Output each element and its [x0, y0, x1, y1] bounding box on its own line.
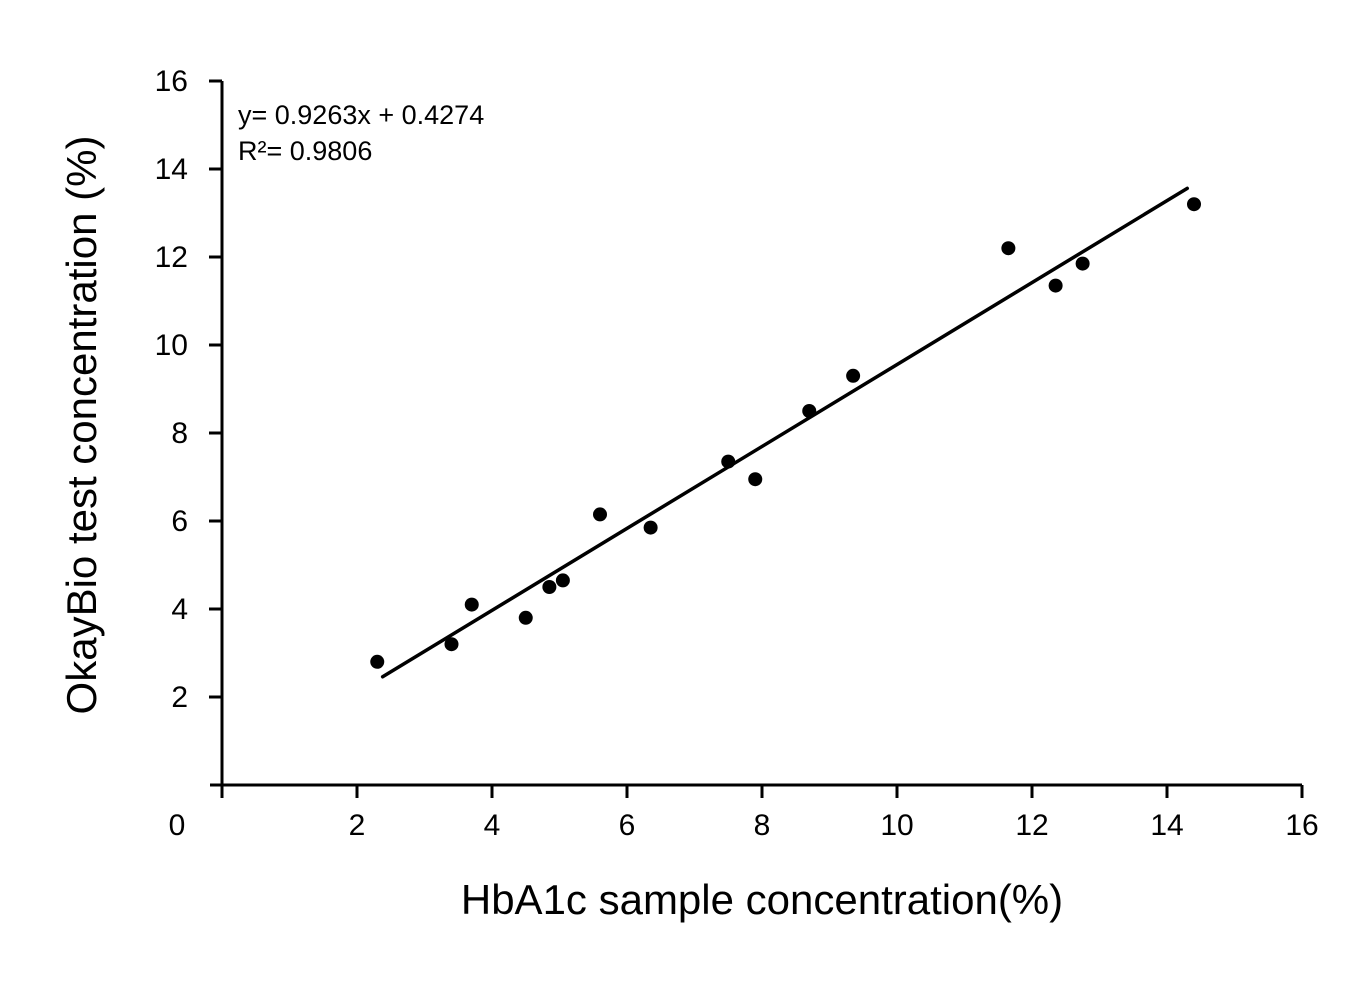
- y-tick-label: 10: [155, 329, 188, 362]
- x-tick-label: 14: [1150, 809, 1183, 842]
- x-tick-label: 6: [619, 809, 636, 842]
- y-tick-label: 8: [171, 417, 188, 450]
- y-tick-label: 16: [155, 65, 188, 98]
- data-point: [542, 580, 557, 594]
- y-tick-label: 14: [155, 153, 188, 186]
- data-point: [555, 573, 570, 588]
- data-point: [370, 654, 385, 669]
- data-point: [593, 507, 607, 522]
- x-tick-label: 10: [880, 809, 913, 842]
- data-point: [643, 520, 658, 535]
- data-point: [1187, 197, 1201, 212]
- x-tick-label: 12: [1015, 809, 1048, 842]
- y-axis-title: OkayBio test concentration (%): [58, 135, 105, 715]
- data-point: [1075, 256, 1090, 271]
- data-point: [518, 610, 533, 625]
- data-point: [802, 404, 817, 418]
- x-tick-label: 4: [484, 809, 501, 842]
- trendline-annotation: y= 0.9263x + 0.4274 R²= 0.9806: [238, 97, 484, 169]
- y-tick-label: 12: [155, 241, 188, 274]
- data-point: [846, 368, 861, 383]
- y-tick-label: 2: [171, 681, 188, 714]
- y-tick-label: 4: [171, 593, 188, 626]
- x-tick-label: 0: [169, 809, 186, 842]
- x-tick-label: 2: [349, 809, 366, 842]
- x-tick-label: 16: [1285, 809, 1318, 842]
- data-point: [721, 454, 736, 469]
- data-point: [1048, 278, 1063, 293]
- x-axis-title: HbA1c sample concentration(%): [460, 876, 1064, 923]
- y-tick-label: 6: [171, 505, 188, 538]
- data-point: [444, 637, 459, 652]
- data-point: [748, 472, 763, 487]
- x-tick-label: 8: [754, 809, 771, 842]
- data-point: [1001, 241, 1016, 256]
- data-point: [464, 597, 479, 612]
- trend-line: [380, 186, 1189, 679]
- trendline-equation: y= 0.9263x + 0.4274: [238, 100, 485, 130]
- trendline-r-squared: R²= 0.9806: [238, 136, 373, 166]
